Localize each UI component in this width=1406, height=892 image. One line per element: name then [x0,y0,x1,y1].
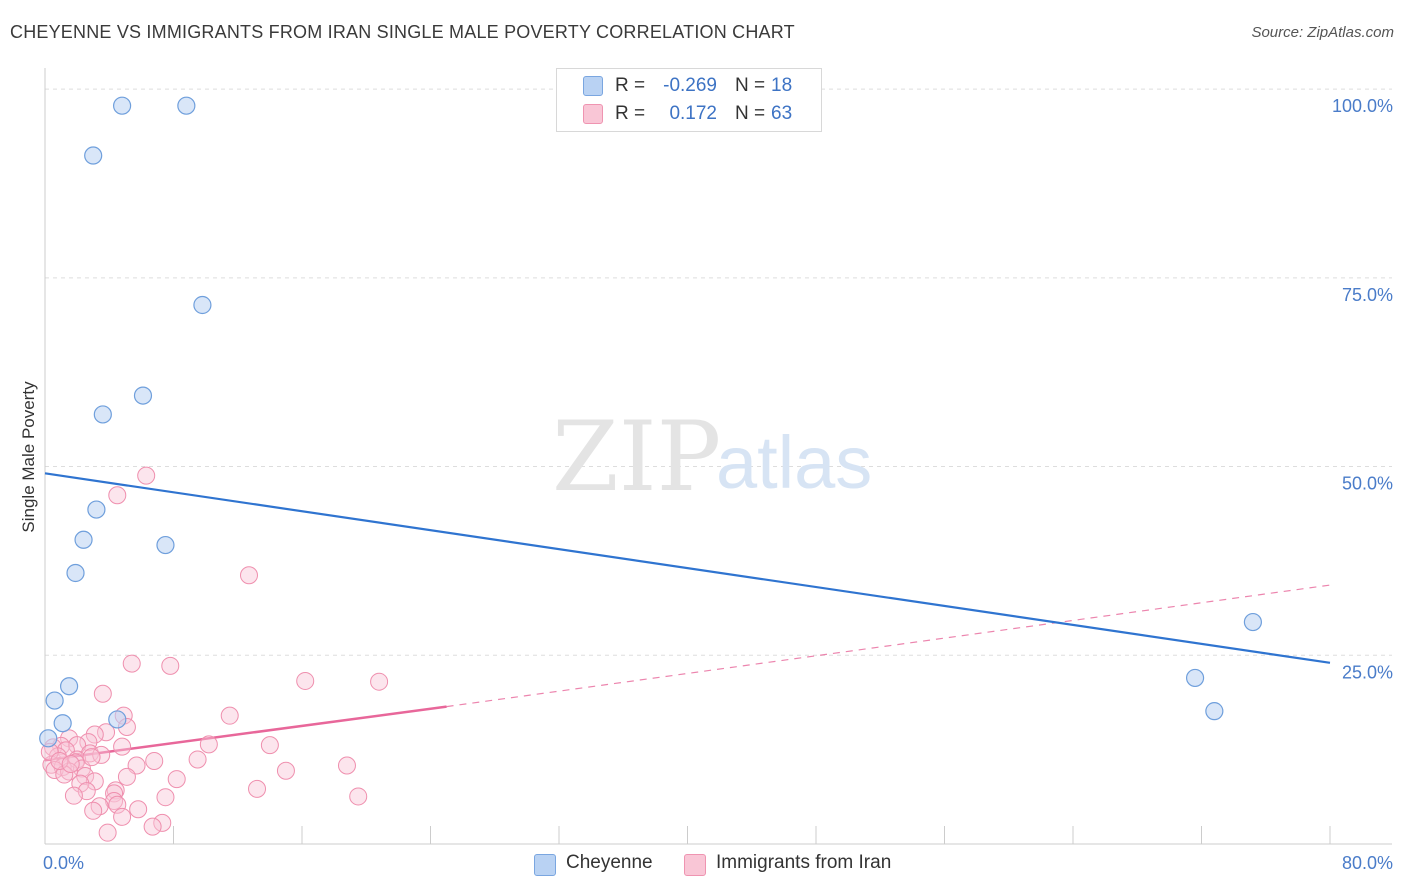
point-cheyenne-10 [59,677,79,696]
point-iran-36 [276,761,295,780]
point-iran-18 [260,736,279,755]
point-iran-49 [349,787,368,806]
point-iran-43 [248,779,267,798]
legend-swatch-iran [684,854,706,876]
stats-r-label: R = [615,75,646,96]
point-iran-32 [337,756,356,775]
point-iran-17 [199,735,218,754]
point-iran-34 [45,761,64,780]
point-iran-48 [156,788,175,807]
point-iran-2 [239,566,258,585]
point-iran-14 [79,733,98,752]
point-iran-61 [61,754,80,773]
point-cheyenne-6 [87,500,106,519]
point-iran-53 [129,800,148,819]
chart-source: Source: ZipAtlas.com [1251,24,1394,41]
stats-n-label: N = [735,75,766,96]
point-iran-62 [82,748,101,767]
y-tick-label-50: 50.0% [1342,474,1393,494]
point-iran-3 [122,654,141,673]
x-tick-label-80: 80.0% [1342,853,1393,873]
point-cheyenne-3 [193,295,212,315]
point-cheyenne-4 [133,386,153,405]
point-cheyenne-7 [74,530,93,549]
y-tick-label-25: 25.0% [1342,662,1393,682]
y-tick-label-100: 100.0% [1332,96,1393,116]
point-iran-5 [296,671,315,690]
trend-line-cheyenne [44,472,1331,664]
point-cheyenne-1 [177,96,196,115]
legend-swatch-cheyenne [534,854,556,876]
chart-title: CHEYENNE VS IMMIGRANTS FROM IRAN SINGLE … [10,22,795,42]
point-cheyenne-14 [39,729,58,748]
point-iran-46 [105,784,124,803]
point-iran-16 [68,736,87,755]
point-iran-1 [108,486,127,505]
stats-n-value: 18 [771,75,793,96]
point-iran-57 [143,817,162,836]
point-iran-54 [84,801,103,820]
point-iran-26 [145,751,164,770]
y-tick-label-75: 75.0% [1342,285,1393,305]
legend-label-cheyenne: Cheyenne [566,852,653,873]
point-iran-55 [113,807,132,826]
point-layer [39,96,1263,842]
point-iran-6 [370,672,389,691]
stats-row-cheyenne: R = -0.269 N = 18 [557,73,821,99]
trend-line-iran-solid [44,705,447,762]
point-iran-47 [64,786,83,805]
axis-layer [44,68,1392,845]
point-iran-56 [153,813,172,832]
watermark-zip: ZIP [552,401,721,513]
legend-label-iran: Immigrants from Iran [716,852,892,873]
label-layer: 25.0% 50.0% 75.0% 100.0% 0.0% 80.0% Single Mal… [19,96,1393,873]
watermark-atlas: atlas [716,421,872,504]
trend-line-iran-dashed [446,584,1331,708]
stats-r-value: 0.172 [669,103,717,124]
point-iran-4 [161,656,180,675]
point-cheyenne-11 [45,691,64,710]
point-cheyenne-2 [84,146,103,165]
point-iran-28 [188,750,207,769]
stats-swatch-cheyenne [583,76,603,96]
x-tick-label-0: 0.0% [43,853,84,873]
point-cheyenne-15 [1185,668,1205,688]
point-iran-52 [90,797,109,816]
point-iran-60 [50,751,69,770]
point-iran-11 [97,723,116,742]
point-iran-58 [98,823,117,842]
trend-layer [44,472,1331,762]
stats-r-label: R = [615,103,646,124]
point-cheyenne-5 [93,405,112,424]
point-iran-7 [93,684,112,703]
point-iran-51 [108,795,127,814]
watermark: ZIP atlas [552,401,872,513]
stats-n-value: 63 [771,103,793,124]
point-iran-19 [113,737,132,756]
point-cheyenne-9 [66,563,85,583]
point-iran-39 [117,767,136,786]
point-iran-8 [220,706,239,725]
point-cheyenne-12 [53,714,72,733]
stats-r-value: -0.269 [663,75,717,96]
stats-box: R = -0.269 N = 18 R = 0.172 N = 63 [556,68,822,132]
stats-row-iran: R = 0.172 N = 63 [557,101,821,127]
point-iran-0 [137,466,156,485]
point-cheyenne-8 [156,535,175,555]
point-cheyenne-16 [1243,612,1263,632]
point-iran-12 [85,725,104,744]
point-cheyenne-17 [1205,702,1224,721]
point-cheyenne-0 [112,96,132,115]
point-iran-37 [55,765,74,784]
point-iran-40 [167,770,186,789]
grid-layer [45,88,1392,656]
stats-n-label: N = [735,103,766,124]
y-axis-label: Single Male Poverty [19,381,38,533]
point-cheyenne-13 [108,710,127,729]
stats-swatch-iran [583,104,603,124]
